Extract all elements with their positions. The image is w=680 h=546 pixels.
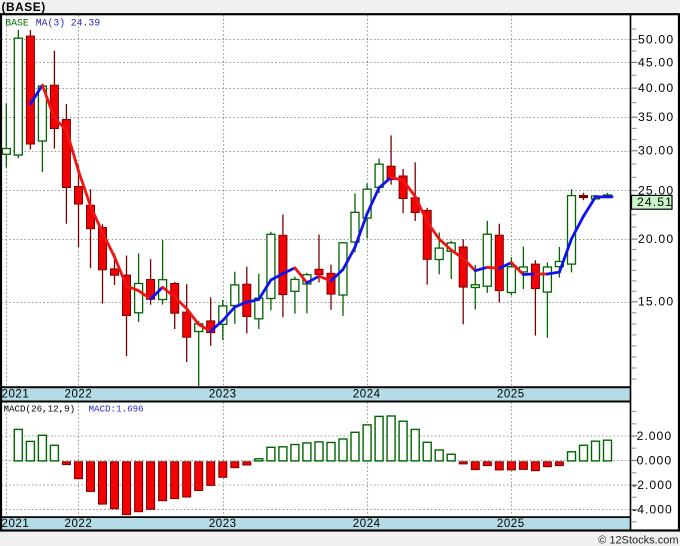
- svg-text:2.000: 2.000: [637, 429, 673, 443]
- svg-text:MA(3): MA(3): [36, 18, 65, 29]
- svg-text:-4.000: -4.000: [632, 503, 673, 517]
- svg-text:20.00: 20.00: [638, 232, 674, 246]
- svg-text:© 12Stocks.com: © 12Stocks.com: [598, 534, 678, 546]
- svg-text:2024: 2024: [353, 389, 381, 401]
- svg-text:45.00: 45.00: [638, 55, 674, 69]
- svg-text:40.00: 40.00: [638, 81, 674, 95]
- svg-text:2022: 2022: [65, 389, 93, 401]
- svg-text:25.00: 25.00: [638, 183, 674, 197]
- svg-text:MACD(26,12,9): MACD(26,12,9): [4, 403, 76, 414]
- svg-text:-2.000: -2.000: [632, 478, 673, 492]
- svg-text:2023: 2023: [209, 518, 237, 530]
- svg-text:24.51: 24.51: [637, 195, 673, 209]
- svg-text:2022: 2022: [65, 518, 93, 530]
- svg-text:2021: 2021: [2, 389, 30, 401]
- svg-text:30.00: 30.00: [638, 144, 674, 158]
- svg-text:2024: 2024: [353, 518, 381, 530]
- svg-text:0.000: 0.000: [637, 454, 673, 468]
- svg-text:MACD:1.696: MACD:1.696: [89, 403, 144, 414]
- svg-text:BASE: BASE: [5, 18, 29, 29]
- svg-text:15.00: 15.00: [638, 295, 674, 309]
- svg-text:2025: 2025: [497, 518, 525, 530]
- svg-text:(BASE): (BASE): [2, 0, 46, 14]
- svg-text:50.00: 50.00: [638, 32, 674, 46]
- svg-text:35.00: 35.00: [638, 110, 674, 124]
- svg-text:24.39: 24.39: [71, 18, 101, 29]
- svg-text:2023: 2023: [209, 389, 237, 401]
- svg-text:2021: 2021: [2, 518, 30, 530]
- svg-text:2025: 2025: [497, 389, 525, 401]
